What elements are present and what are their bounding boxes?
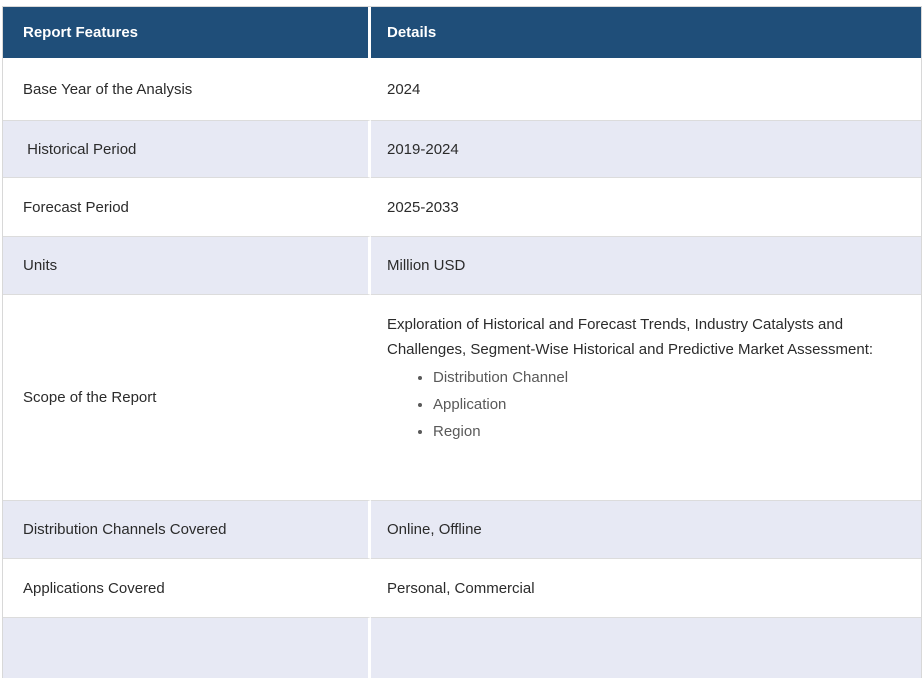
feature-cell: Historical Period bbox=[3, 121, 371, 178]
detail-cell: 2024 bbox=[371, 59, 921, 121]
scope-bullet-item: Application bbox=[433, 392, 901, 417]
feature-cell: Base Year of the Analysis bbox=[3, 59, 371, 121]
scope-bullet-list: Distribution Channel Application Region bbox=[387, 365, 901, 444]
feature-cell: Scope of the Report bbox=[3, 295, 371, 501]
feature-cell: Units bbox=[3, 237, 371, 295]
detail-cell: Million USD bbox=[371, 237, 921, 295]
table-row-base-year: Base Year of the Analysis 2024 bbox=[3, 59, 921, 121]
scope-intro-text: Exploration of Historical and Forecast T… bbox=[387, 316, 874, 358]
report-features-table: Report Features Details Base Year of the… bbox=[3, 7, 921, 678]
feature-label: Historical Period bbox=[23, 140, 137, 158]
feature-label: Units bbox=[23, 257, 58, 274]
table-row-cutoff bbox=[3, 618, 921, 678]
feature-label: Applications Covered bbox=[23, 579, 165, 597]
table-row-historical-period: Historical Period 2019-2024 bbox=[3, 121, 921, 178]
scope-bullet-item: Distribution Channel bbox=[433, 365, 901, 390]
scope-bullet-item: Region bbox=[433, 419, 901, 444]
detail-cell: 2025-2033 bbox=[371, 178, 921, 237]
column-header-report-features: Report Features bbox=[3, 7, 371, 59]
feature-label: Base Year of the Analysis bbox=[23, 81, 193, 98]
detail-cell: Personal, Commercial bbox=[371, 559, 921, 618]
detail-cell: Online, Offline bbox=[371, 501, 921, 559]
table-row-applications: Applications Covered Personal, Commercia… bbox=[3, 559, 921, 618]
table-row-scope: Scope of the Report Exploration of Histo… bbox=[3, 295, 921, 501]
feature-cell: Distribution Channels Covered bbox=[3, 501, 371, 559]
feature-cell: Applications Covered bbox=[3, 559, 371, 618]
table-row-units: Units Million USD bbox=[3, 237, 921, 295]
scope-detail-cell: Exploration of Historical and Forecast T… bbox=[371, 295, 921, 501]
table-row-distribution-channels: Distribution Channels Covered Online, Of… bbox=[3, 501, 921, 559]
feature-cell bbox=[3, 618, 371, 678]
column-header-details: Details bbox=[371, 7, 921, 59]
feature-label: Distribution Channels Covered bbox=[23, 521, 227, 538]
report-features-table-container: Report Features Details Base Year of the… bbox=[2, 6, 922, 678]
feature-label: Scope of the Report bbox=[23, 389, 157, 406]
detail-cell bbox=[371, 618, 921, 678]
detail-cell: 2019-2024 bbox=[371, 121, 921, 178]
table-header-row: Report Features Details bbox=[3, 7, 921, 59]
table-row-forecast-period: Forecast Period 2025-2033 bbox=[3, 178, 921, 237]
feature-cell: Forecast Period bbox=[3, 178, 371, 237]
feature-label: Forecast Period bbox=[23, 198, 129, 216]
